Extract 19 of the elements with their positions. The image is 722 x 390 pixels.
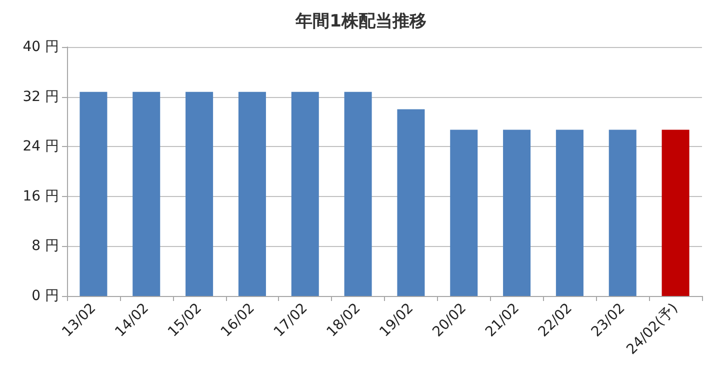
bar — [291, 92, 319, 296]
bar — [397, 109, 425, 296]
bar — [132, 92, 160, 296]
bar — [80, 92, 108, 296]
bar — [556, 130, 584, 296]
bar — [503, 130, 531, 296]
y-tick-label: 32 円 — [22, 88, 59, 105]
bar — [450, 130, 478, 296]
bar — [608, 130, 636, 296]
bar — [344, 92, 372, 296]
bar — [186, 92, 214, 296]
bar — [238, 92, 266, 296]
y-tick-label: 0 円 — [32, 288, 59, 304]
y-tick-label: 16 円 — [22, 188, 59, 204]
chart-title: 年間1株配当推移 — [294, 12, 426, 32]
y-tick-label: 24 円 — [22, 138, 59, 155]
bar — [662, 130, 690, 296]
y-tick-label: 8 円 — [32, 238, 59, 254]
y-tick-label: 40 円 — [22, 39, 59, 55]
